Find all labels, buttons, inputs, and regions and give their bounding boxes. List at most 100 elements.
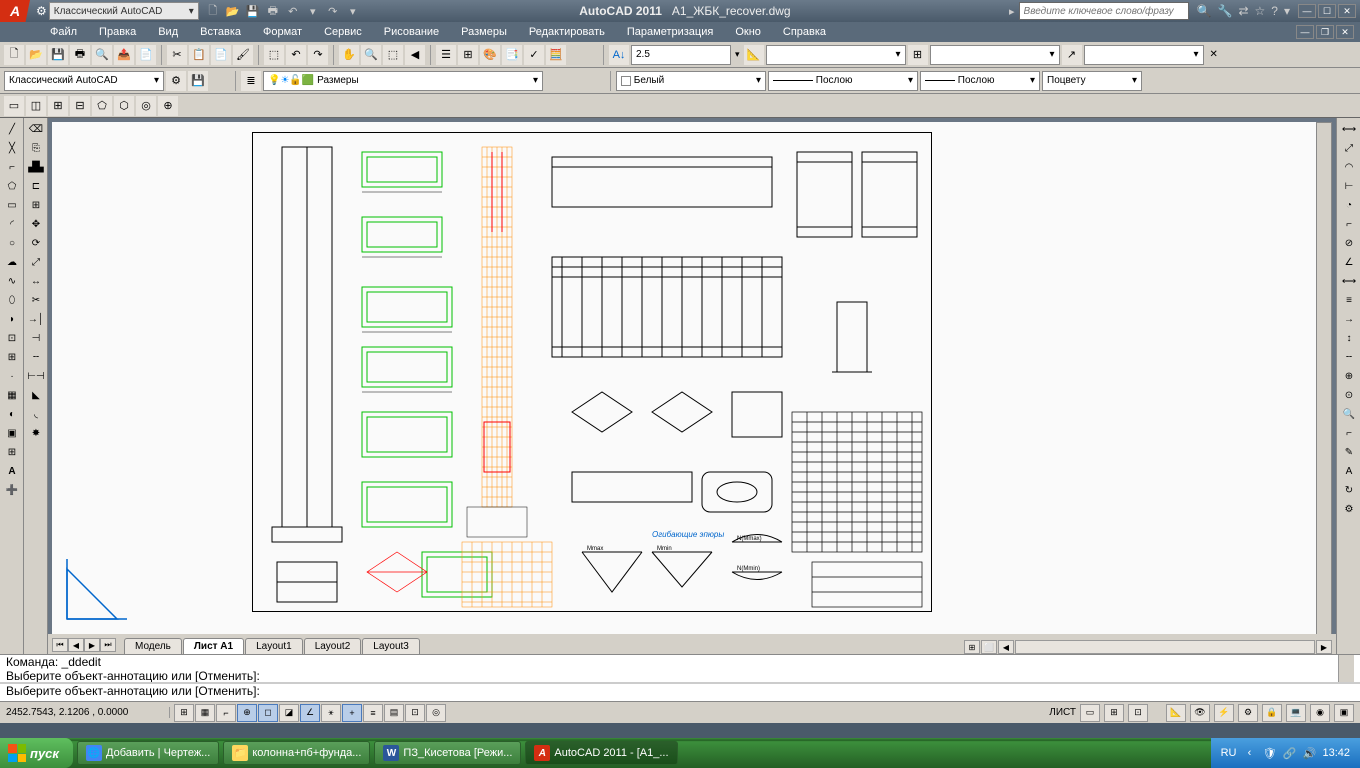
- vp-object-icon[interactable]: ⬡: [114, 96, 134, 116]
- tab-layout1[interactable]: Layout1: [245, 638, 303, 654]
- search-input[interactable]: [1019, 2, 1189, 20]
- dyn-button[interactable]: +: [342, 704, 362, 722]
- ellipse-arc-icon[interactable]: ◗: [2, 310, 22, 328]
- dim-ordinate-icon[interactable]: ⊢: [1339, 177, 1359, 195]
- tray-volume-icon[interactable]: 🔊: [1302, 746, 1316, 760]
- new-icon[interactable]: 🗋: [4, 45, 24, 65]
- hardware-accel-icon[interactable]: 💻: [1286, 704, 1306, 722]
- gradient-icon[interactable]: ◐: [2, 405, 22, 423]
- match-icon[interactable]: 🖌: [233, 45, 253, 65]
- binoculars-icon[interactable]: 🔍: [1197, 4, 1212, 18]
- doc-restore-button[interactable]: ❐: [1316, 25, 1334, 39]
- scale-icon[interactable]: ⤢: [26, 253, 46, 271]
- undo-icon[interactable]: ↶: [286, 45, 306, 65]
- cmd-scrollbar[interactable]: [1338, 655, 1354, 682]
- move-icon[interactable]: ✥: [26, 215, 46, 233]
- tray-shield-icon[interactable]: 🛡: [1262, 746, 1276, 760]
- print-icon[interactable]: 🖶: [265, 3, 281, 19]
- layer-manager-icon[interactable]: ≣: [241, 71, 261, 91]
- tray-arrow-icon[interactable]: ‹: [1242, 746, 1256, 760]
- task-word[interactable]: WПЗ_Кисетова [Режи...: [374, 741, 521, 765]
- quick-view-layouts-icon[interactable]: ⊞: [1104, 704, 1124, 722]
- polygon-icon[interactable]: ⬠: [2, 177, 22, 195]
- hatch-icon[interactable]: ▦: [2, 386, 22, 404]
- plot-icon[interactable]: 📄: [136, 45, 156, 65]
- table-style-dropdown[interactable]: ▾: [930, 45, 1060, 65]
- clock[interactable]: 13:42: [1322, 747, 1350, 759]
- menu-view[interactable]: Вид: [148, 24, 188, 40]
- model-paper-button[interactable]: ▭: [1080, 704, 1100, 722]
- offset-icon[interactable]: ⊏: [26, 177, 46, 195]
- pline-icon[interactable]: ⌐: [2, 158, 22, 176]
- dim-continue-icon[interactable]: →: [1339, 310, 1359, 328]
- vp-four-icon[interactable]: ⊟: [70, 96, 90, 116]
- tab-next-icon[interactable]: ▶: [84, 638, 100, 652]
- properties-icon[interactable]: ☰: [436, 45, 456, 65]
- task-autocad[interactable]: AAutoCAD 2011 - [A1_...: [525, 741, 677, 765]
- menu-help[interactable]: Справка: [773, 24, 836, 40]
- polar-button[interactable]: ⊕: [237, 704, 257, 722]
- spline-icon[interactable]: ∿: [2, 272, 22, 290]
- vp-three-icon[interactable]: ⊞: [48, 96, 68, 116]
- zoom-prev-icon[interactable]: ◀: [405, 45, 425, 65]
- zoom-icon[interactable]: 🔍: [361, 45, 381, 65]
- break-at-point-icon[interactable]: ⊣: [26, 329, 46, 347]
- point-icon[interactable]: ·: [2, 367, 22, 385]
- menu-parametric[interactable]: Параметризация: [617, 24, 723, 40]
- exchange-icon[interactable]: ⇄: [1238, 4, 1248, 18]
- doc-minimize-button[interactable]: —: [1296, 25, 1314, 39]
- vp-scale-icon[interactable]: ⊕: [158, 96, 178, 116]
- zoom-window-icon[interactable]: ⬚: [383, 45, 403, 65]
- stretch-icon[interactable]: ↔: [26, 272, 46, 290]
- menu-window[interactable]: Окно: [725, 24, 771, 40]
- mirror-icon[interactable]: ▟▙: [26, 158, 46, 176]
- block-icon[interactable]: ⬚: [264, 45, 284, 65]
- explode-icon[interactable]: ✸: [26, 424, 46, 442]
- join-icon[interactable]: ⊢⊣: [26, 367, 46, 385]
- annotation-scale-icon[interactable]: 📐: [1166, 704, 1186, 722]
- toolbar-lock-icon[interactable]: 🔒: [1262, 704, 1282, 722]
- workspace-settings-icon[interactable]: ⚙: [166, 71, 186, 91]
- favorite-icon[interactable]: ☆: [1255, 4, 1266, 18]
- close-button[interactable]: ✕: [1338, 4, 1356, 18]
- designcenter-icon[interactable]: ⊞: [458, 45, 478, 65]
- tab-last-icon[interactable]: ⏭: [100, 638, 116, 652]
- app-logo-icon[interactable]: A: [0, 0, 30, 22]
- dim-tedit-icon[interactable]: A: [1339, 462, 1359, 480]
- language-indicator[interactable]: RU: [1221, 747, 1237, 759]
- dim-diameter-icon[interactable]: ⊘: [1339, 234, 1359, 252]
- region-icon[interactable]: ▣: [2, 424, 22, 442]
- isolate-objects-icon[interactable]: ◉: [1310, 704, 1330, 722]
- extend-icon[interactable]: →│: [26, 310, 46, 328]
- lineweight-dropdown[interactable]: Послою▾: [920, 71, 1040, 91]
- dimstyle-icon[interactable]: ⚙: [1339, 500, 1359, 518]
- tray-network-icon[interactable]: 🔗: [1282, 746, 1296, 760]
- linetype-dropdown[interactable]: Послою▾: [768, 71, 918, 91]
- coordinates[interactable]: 2452.7543, 2.1206 , 0.0000: [0, 707, 170, 718]
- redo-icon[interactable]: ↷: [325, 3, 341, 19]
- menu-dimension[interactable]: Размеры: [451, 24, 517, 40]
- layout-quick-icon[interactable]: ⊞: [964, 640, 980, 654]
- maximize-button[interactable]: ☐: [1318, 4, 1336, 18]
- copy-icon[interactable]: ⎘: [26, 139, 46, 157]
- task-browser[interactable]: 🌐Добавить | Чертеж...: [77, 741, 219, 765]
- make-block-icon[interactable]: ⊞: [2, 348, 22, 366]
- save-icon[interactable]: 💾: [245, 3, 261, 19]
- text-height-input[interactable]: [631, 45, 731, 65]
- clean-screen-icon[interactable]: ▣: [1334, 704, 1354, 722]
- dim-jogged-icon[interactable]: ⌐: [1339, 215, 1359, 233]
- menu-insert[interactable]: Вставка: [190, 24, 251, 40]
- vp-two-icon[interactable]: ◫: [26, 96, 46, 116]
- revcloud-icon[interactable]: ☁: [2, 253, 22, 271]
- break-icon[interactable]: ╌: [26, 348, 46, 366]
- workspace-save-icon[interactable]: 💾: [188, 71, 208, 91]
- text-style-icon[interactable]: A↓: [609, 45, 629, 65]
- save-icon[interactable]: 💾: [48, 45, 68, 65]
- ducs-button[interactable]: ⚹: [321, 704, 341, 722]
- color-dropdown[interactable]: Белый▾: [616, 71, 766, 91]
- center-mark-icon[interactable]: ⊙: [1339, 386, 1359, 404]
- tab-model[interactable]: Модель: [124, 638, 182, 654]
- jogged-linear-icon[interactable]: ⌐: [1339, 424, 1359, 442]
- qcalc-icon[interactable]: 🧮: [546, 45, 566, 65]
- scroll-left-icon[interactable]: ◀: [998, 640, 1014, 654]
